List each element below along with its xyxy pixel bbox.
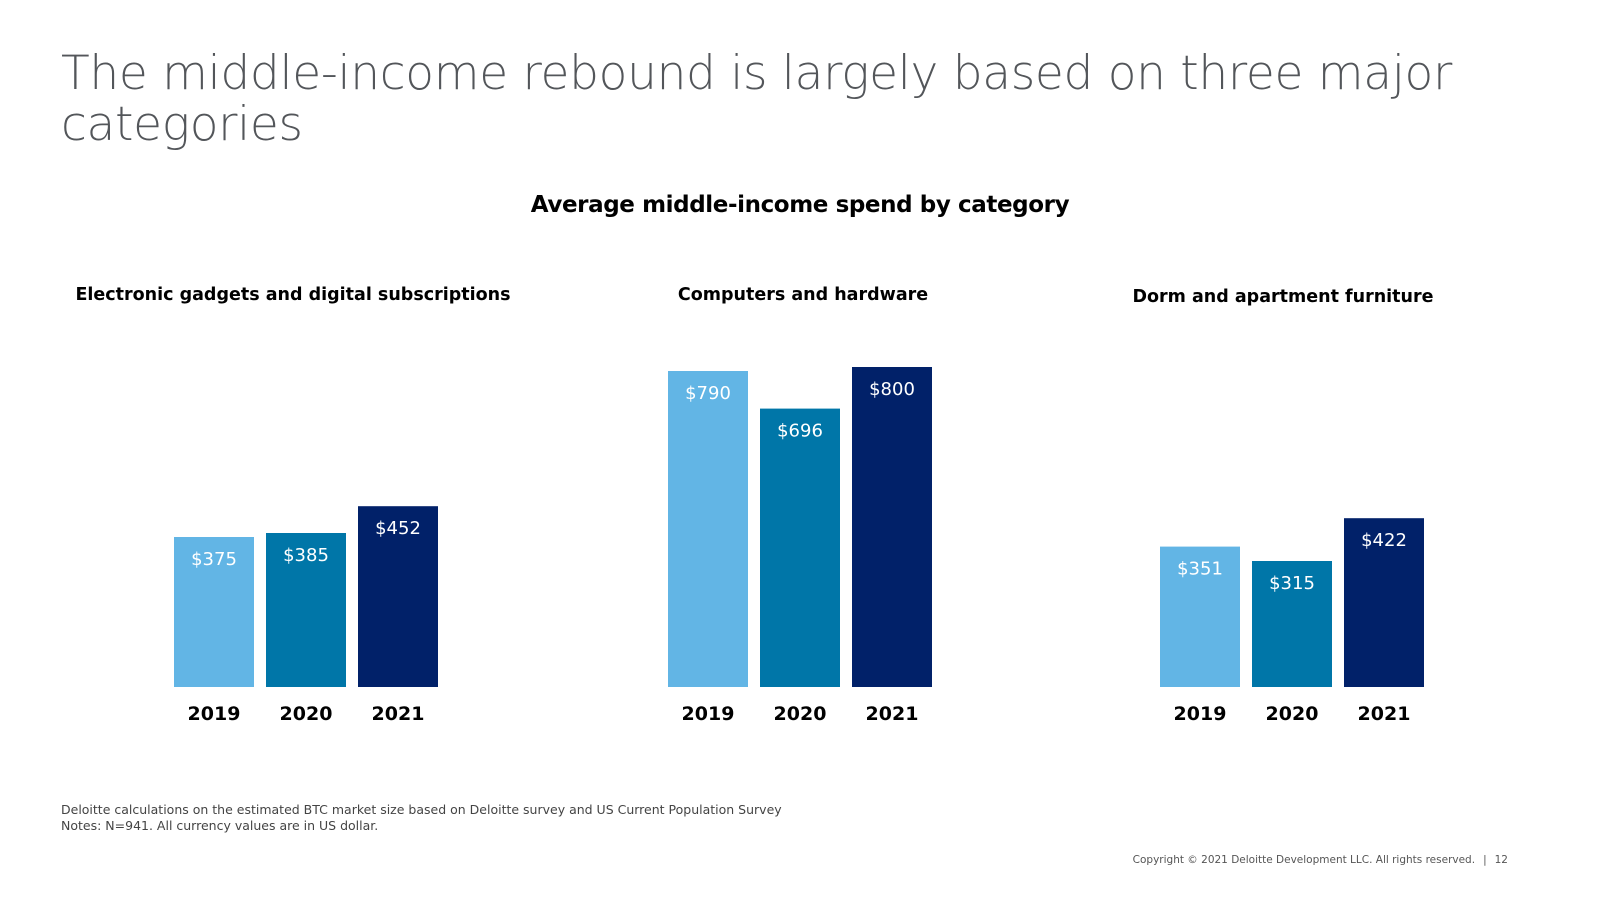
data-label: $790 <box>685 383 731 404</box>
bar-2020 <box>266 533 346 687</box>
data-label: $315 <box>1269 573 1315 594</box>
data-label: $422 <box>1361 530 1407 551</box>
data-label: $452 <box>375 518 421 539</box>
data-label: $375 <box>191 549 237 570</box>
chart-title: Electronic gadgets and digital subscript… <box>75 285 510 305</box>
tick-label: 2019 <box>1174 703 1227 725</box>
tick-label: 2021 <box>372 703 425 725</box>
footnote-source: Deloitte calculations on the estimated B… <box>61 802 782 817</box>
data-label: $385 <box>283 545 329 566</box>
bar-2020 <box>1252 561 1332 687</box>
copyright: Copyright © 2021 Deloitte Development LL… <box>1133 854 1508 866</box>
separator: | <box>1483 854 1487 866</box>
bar-2019 <box>668 371 748 687</box>
footnote-notes: Notes: N=941. All currency values are in… <box>61 818 379 833</box>
copyright-text: Copyright © 2021 Deloitte Development LL… <box>1132 854 1476 866</box>
bar-2019 <box>1160 546 1240 687</box>
footnote: Deloitte calculations on the estimated B… <box>61 802 782 834</box>
bar-2021 <box>358 506 438 687</box>
bar-2021 <box>1344 518 1424 687</box>
bar-2021 <box>852 367 932 687</box>
chart-subtitle: Average middle-income spend by category <box>530 192 1070 218</box>
data-label: $696 <box>777 421 823 442</box>
tick-label: 2020 <box>280 703 333 725</box>
data-label: $351 <box>1177 559 1223 580</box>
tick-label: 2021 <box>1358 703 1411 725</box>
tick-label: 2020 <box>1266 703 1319 725</box>
page-title: The middle-income rebound is largely bas… <box>61 46 1452 152</box>
chart-title: Dorm and apartment furniture <box>1132 287 1433 307</box>
data-label: $800 <box>869 379 915 400</box>
bar-2019 <box>174 537 254 687</box>
tick-label: 2021 <box>866 703 919 725</box>
tick-label: 2019 <box>188 703 241 725</box>
tick-label: 2019 <box>682 703 735 725</box>
bar-2020 <box>760 408 840 687</box>
page-number: 12 <box>1494 854 1508 866</box>
tick-label: 2020 <box>774 703 827 725</box>
chart-title: Computers and hardware <box>678 285 928 305</box>
